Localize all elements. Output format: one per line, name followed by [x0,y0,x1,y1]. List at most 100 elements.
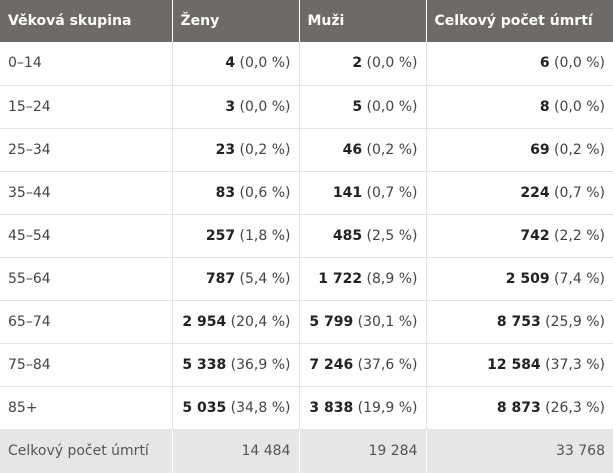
age-group-cell: 25–34 [0,128,173,172]
percent-value: (5,4 %) [239,270,291,287]
percent-value: (0,0 %) [366,55,418,72]
table-header: Věková skupina Ženy Muži Celkový počet ú… [0,0,613,42]
women-cell: 83 (0,6 %) [172,171,300,215]
percent-value: (34,8 %) [230,399,291,416]
count-value: 141 [332,184,363,201]
women-cell: 5 035 (34,8 %) [172,386,300,430]
percent-value: (2,2 %) [554,227,605,244]
men-cell: 485 (2,5 %) [299,214,427,258]
age-group-cell: 0–14 [0,42,173,86]
table-row: 65–74 2 954 (20,4 %) 5 799 (30,1 %) 8 753 (… [0,300,613,344]
count-value: 257 [205,227,236,244]
table-body: 0–14 4 (0,0 %) 2 (0,0 %) 6 (0,0 %) 15–24 3 (0… [0,42,613,430]
total-cell: 12 584 (37,3 %) [426,343,613,387]
percent-value: (0,0 %) [366,98,418,115]
women-cell: 5 338 (36,9 %) [172,343,300,387]
total-cell: 742 (2,2 %) [426,214,613,258]
percent-value: (0,0 %) [554,55,605,72]
table-row: 35–44 83 (0,6 %) 141 (0,7 %) 224 (0,7 %) [0,171,613,215]
header-total: Celkový počet úmrtí [426,0,613,42]
total-men: 19 284 [299,429,427,473]
men-cell: 3 838 (19,9 %) [299,386,427,430]
age-group-cell: 65–74 [0,300,173,344]
men-cell: 46 (0,2 %) [299,128,427,172]
percent-value: (0,2 %) [239,141,291,158]
women-cell: 2 954 (20,4 %) [172,300,300,344]
total-cell: 2 509 (7,4 %) [426,257,613,301]
count-value: 5 338 [182,356,227,373]
percent-value: (20,4 %) [230,313,291,330]
percent-value: (0,6 %) [239,184,291,201]
percent-value: (37,3 %) [545,356,605,373]
count-value: 83 [215,184,236,201]
age-group-cell: 55–64 [0,257,173,301]
header-men: Muži [299,0,427,42]
header-row: Věková skupina Ženy Muži Celkový počet ú… [0,0,613,42]
count-value: 5 799 [309,313,354,330]
total-cell: 224 (0,7 %) [426,171,613,215]
total-cell: 8 753 (25,9 %) [426,300,613,344]
total-row: Celkový počet úmrtí 14 484 19 284 33 768 [0,429,613,473]
count-value: 485 [332,227,363,244]
percent-value: (37,6 %) [357,356,418,373]
count-value: 3 838 [309,399,354,416]
table-row: 55–64 787 (5,4 %) 1 722 (8,9 %) 2 509 (7,4 … [0,257,613,301]
percent-value: (30,1 %) [357,313,418,330]
count-value: 742 [520,227,550,244]
count-value: 8 753 [496,313,541,330]
men-cell: 141 (0,7 %) [299,171,427,215]
table-row: 85+ 5 035 (34,8 %) 3 838 (19,9 %) 8 873 (26… [0,386,613,430]
count-value: 2 509 [505,270,550,287]
age-group-cell: 75–84 [0,343,173,387]
percent-value: (0,0 %) [239,55,291,72]
count-value: 2 [352,55,363,72]
count-value: 5 035 [182,399,227,416]
count-value: 1 722 [318,270,363,287]
percent-value: (36,9 %) [230,356,291,373]
total-women: 14 484 [172,429,300,473]
count-value: 7 246 [309,356,354,373]
men-cell: 5 (0,0 %) [299,85,427,129]
percent-value: (1,8 %) [239,227,291,244]
total-label: Celkový počet úmrtí [0,429,173,473]
women-cell: 23 (0,2 %) [172,128,300,172]
header-age-group: Věková skupina [0,0,173,42]
total-cell: 69 (0,2 %) [426,128,613,172]
total-cell: 8 (0,0 %) [426,85,613,129]
men-cell: 2 (0,0 %) [299,42,427,86]
count-value: 69 [530,141,550,158]
total-all: 33 768 [426,429,613,473]
count-value: 12 584 [487,356,541,373]
age-group-cell: 35–44 [0,171,173,215]
percent-value: (2,5 %) [366,227,418,244]
age-group-cell: 45–54 [0,214,173,258]
percent-value: (0,2 %) [554,141,605,158]
men-cell: 1 722 (8,9 %) [299,257,427,301]
age-group-cell: 15–24 [0,85,173,129]
count-value: 4 [225,55,236,72]
count-value: 8 873 [496,399,541,416]
table-row: 15–24 3 (0,0 %) 5 (0,0 %) 8 (0,0 %) [0,85,613,129]
percent-value: (19,9 %) [357,399,418,416]
age-group-cell: 85+ [0,386,173,430]
count-value: 23 [215,141,236,158]
men-cell: 7 246 (37,6 %) [299,343,427,387]
count-value: 8 [539,98,550,115]
count-value: 5 [352,98,363,115]
count-value: 787 [205,270,236,287]
table-row: 0–14 4 (0,0 %) 2 (0,0 %) 6 (0,0 %) [0,42,613,86]
women-cell: 3 (0,0 %) [172,85,300,129]
percent-value: (8,9 %) [366,270,418,287]
percent-value: (0,0 %) [554,98,605,115]
women-cell: 4 (0,0 %) [172,42,300,86]
total-cell: 8 873 (26,3 %) [426,386,613,430]
total-cell: 6 (0,0 %) [426,42,613,86]
count-value: 3 [225,98,236,115]
percent-value: (0,0 %) [239,98,291,115]
table-footer: Celkový počet úmrtí 14 484 19 284 33 768 [0,429,613,473]
percent-value: (7,4 %) [554,270,605,287]
count-value: 2 954 [182,313,227,330]
count-value: 46 [342,141,363,158]
table-row: 25–34 23 (0,2 %) 46 (0,2 %) 69 (0,2 %) [0,128,613,172]
